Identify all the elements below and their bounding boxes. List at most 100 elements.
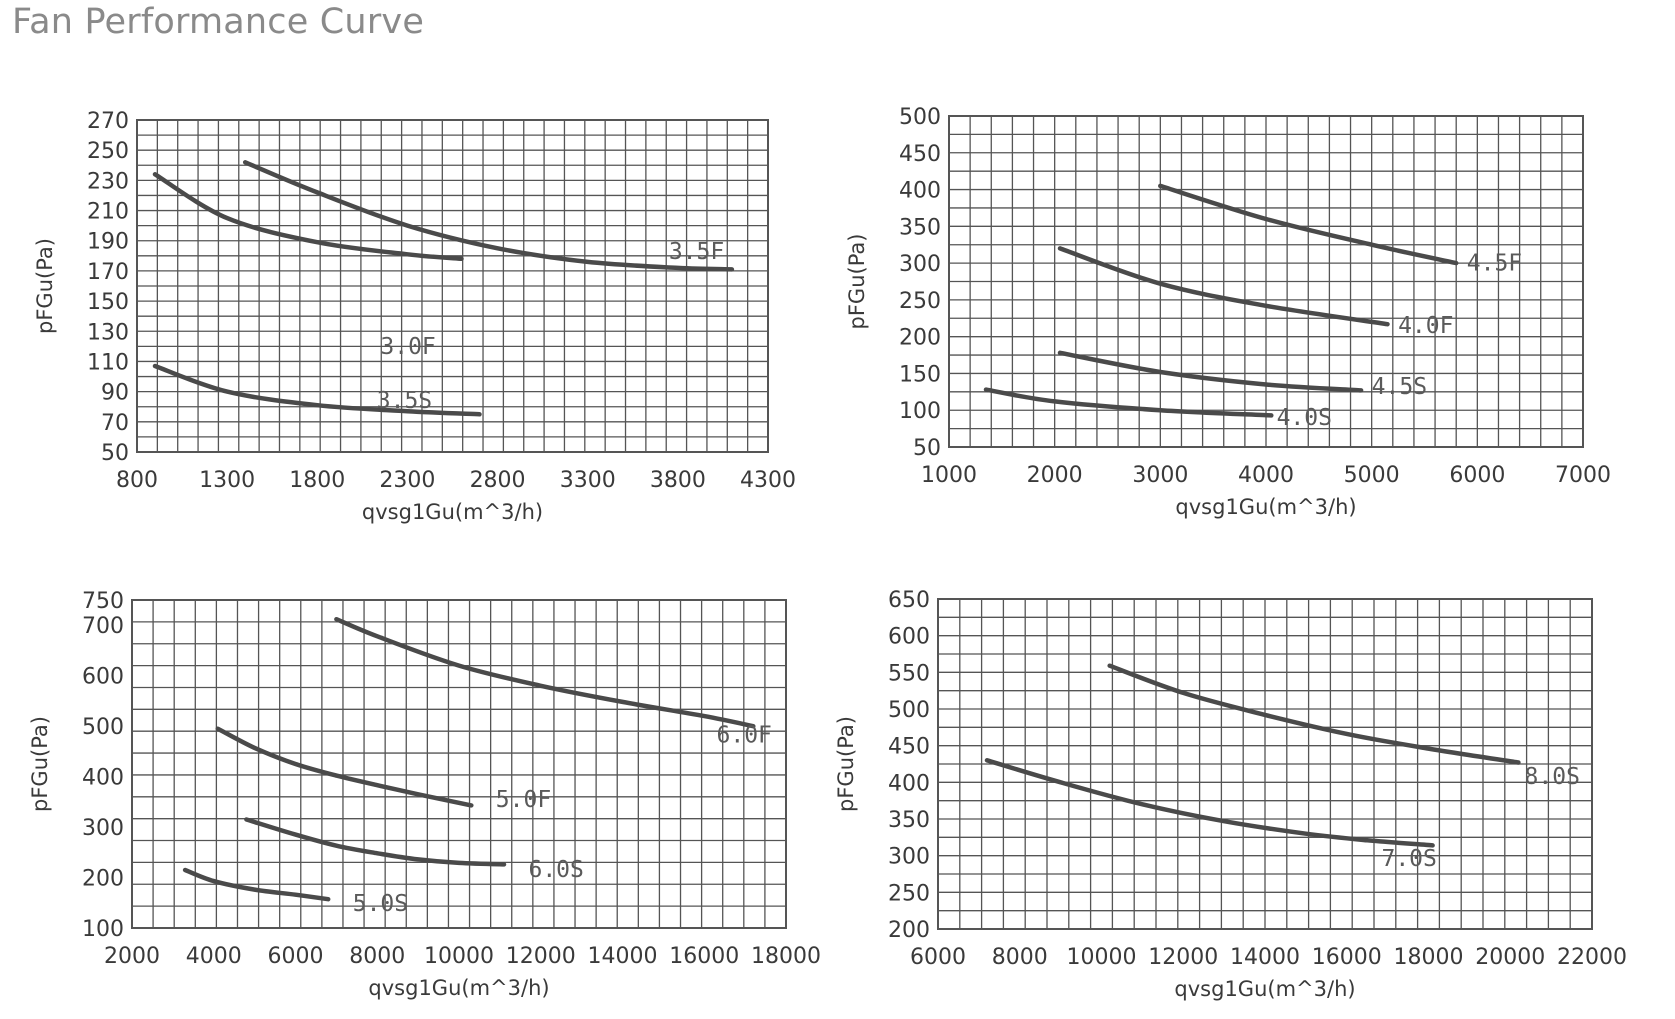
y-tick-label: 350 — [888, 808, 930, 833]
curve-label: 4.5S — [1372, 374, 1427, 400]
x-tick-label: 2000 — [104, 944, 160, 969]
x-tick-label: 1800 — [289, 468, 345, 493]
grid — [937, 598, 1593, 930]
chart-panel: 800 1300 1800 2300 2800 3300 3800 4300 50 70 90 110… — [33, 109, 796, 524]
y-tick-label: 50 — [913, 436, 941, 461]
curve-4-0s — [983, 387, 1274, 418]
x-tick-label: 2000 — [1027, 463, 1083, 488]
y-tick-label: 250 — [899, 289, 941, 314]
x-axis-title: qvsg1Gu(m^3/h) — [362, 500, 543, 524]
y-tick-label: 110 — [87, 350, 129, 375]
x-tick-label: 1000 — [921, 463, 977, 488]
x-tick-label: 2300 — [379, 468, 435, 493]
curve-label: 8.0S — [1525, 764, 1580, 790]
y-tick-label: 150 — [899, 362, 941, 387]
plot-frame — [136, 119, 769, 453]
y-tick-label: 150 — [87, 290, 129, 315]
x-tick-label: 4300 — [740, 468, 796, 493]
y-tick-label: 210 — [87, 200, 129, 225]
curve-label: 3.5S — [377, 388, 432, 414]
y-axis-title: pFGu(Pa) — [33, 238, 57, 334]
y-tick-label: 130 — [87, 320, 129, 345]
y-tick-label: 550 — [888, 661, 930, 686]
curve-label: 4.5F — [1467, 250, 1522, 276]
plot-frame — [131, 599, 787, 929]
plot-frame — [937, 598, 1593, 930]
y-tick-label: 400 — [82, 766, 124, 791]
curve-8-0s — [1107, 663, 1521, 765]
y-tick-label: 450 — [899, 142, 941, 167]
grid — [948, 115, 1584, 448]
y-tick-label: 70 — [101, 411, 129, 436]
x-tick-label: 4000 — [186, 944, 242, 969]
y-tick-label: 500 — [82, 715, 124, 740]
x-tick-label: 10000 — [424, 944, 494, 969]
x-tick-label: 14000 — [588, 944, 658, 969]
y-axis-title: pFGu(Pa) — [845, 234, 869, 330]
curve-3-5f — [242, 160, 735, 272]
y-tick-label: 700 — [82, 614, 124, 639]
y-axis-title: pFGu(Pa) — [834, 716, 858, 812]
y-tick-label: 750 — [82, 589, 124, 614]
y-tick-label: 650 — [888, 588, 930, 613]
curve-5-0s — [182, 867, 331, 902]
y-tick-label: 100 — [82, 917, 124, 942]
curve-label: 5.0F — [496, 787, 551, 813]
x-tick-label: 800 — [116, 468, 158, 493]
curve-label: 5.0S — [353, 891, 408, 917]
x-tick-label: 3000 — [1132, 463, 1188, 488]
y-tick-label: 250 — [888, 881, 930, 906]
curve-4-5s — [1057, 350, 1364, 393]
grid — [131, 599, 787, 929]
x-tick-label: 6000 — [268, 944, 324, 969]
y-tick-label: 230 — [87, 169, 129, 194]
curve-label: 6.0S — [528, 857, 583, 883]
x-tick-label: 10000 — [1067, 945, 1137, 970]
chart-panel: 2000 4000 6000 8000 10000 12000 14000 16000 1800… — [28, 589, 821, 1000]
curve-4-0f — [1057, 246, 1390, 327]
y-tick-label: 400 — [888, 771, 930, 796]
y-tick-label: 400 — [899, 179, 941, 204]
x-tick-label: 6000 — [910, 945, 966, 970]
x-tick-label: 2800 — [470, 468, 526, 493]
x-tick-label: 8000 — [992, 945, 1048, 970]
grid — [136, 119, 769, 453]
curve-5-0f — [215, 726, 474, 808]
y-tick-label: 600 — [888, 625, 930, 650]
curve-3-5s — [152, 363, 482, 417]
curve-6-0s — [244, 817, 507, 867]
curve-7-0s — [984, 758, 1435, 848]
x-tick-label: 5000 — [1344, 463, 1400, 488]
chart-panel: 1000 2000 3000 4000 5000 6000 7000 50 100 150 200 2… — [845, 105, 1611, 519]
x-axis-title: qvsg1Gu(m^3/h) — [1174, 977, 1355, 1001]
page-title: Fan Performance Curve — [12, 2, 425, 42]
x-tick-label: 4000 — [1238, 463, 1294, 488]
x-tick-label: 12000 — [1148, 945, 1218, 970]
x-tick-label: 6000 — [1449, 463, 1505, 488]
curve-label: 7.0S — [1381, 846, 1436, 872]
curve-label: 4.0S — [1277, 405, 1332, 431]
curve-label: 3.5F — [669, 239, 724, 265]
x-tick-label: 7000 — [1555, 463, 1611, 488]
x-tick-label: 8000 — [349, 944, 405, 969]
x-axis-title: qvsg1Gu(m^3/h) — [368, 976, 549, 1000]
y-tick-label: 170 — [87, 260, 129, 285]
y-tick-label: 250 — [87, 139, 129, 164]
y-tick-label: 270 — [87, 109, 129, 134]
y-tick-label: 200 — [888, 918, 930, 943]
y-tick-label: 200 — [82, 867, 124, 892]
y-tick-label: 200 — [899, 326, 941, 351]
y-tick-label: 500 — [899, 105, 941, 130]
x-tick-label: 1300 — [199, 468, 255, 493]
y-tick-label: 300 — [899, 252, 941, 277]
plot-frame — [948, 115, 1584, 448]
x-tick-label: 22000 — [1557, 945, 1627, 970]
x-tick-label: 12000 — [506, 944, 576, 969]
x-tick-label: 20000 — [1475, 945, 1545, 970]
y-tick-label: 100 — [899, 399, 941, 424]
y-tick-label: 500 — [888, 698, 930, 723]
y-tick-label: 350 — [899, 215, 941, 240]
curve-label: 3.0F — [380, 334, 435, 360]
x-tick-label: 3800 — [650, 468, 706, 493]
